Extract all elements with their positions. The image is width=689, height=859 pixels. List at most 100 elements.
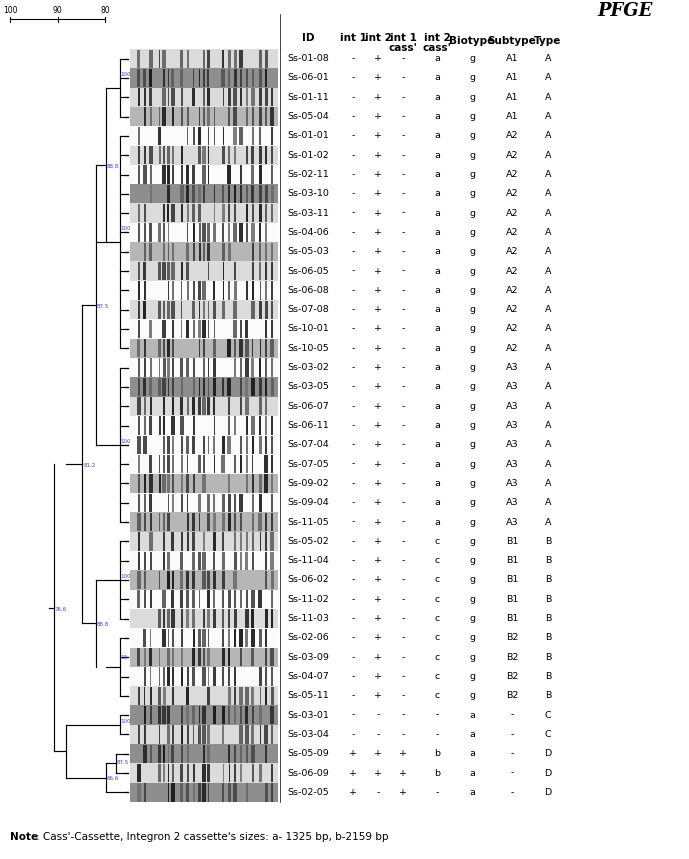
Bar <box>259 397 262 416</box>
Text: +: + <box>374 305 382 314</box>
Bar <box>245 397 249 416</box>
Bar <box>251 262 254 280</box>
Bar <box>222 725 225 744</box>
Bar <box>265 417 267 435</box>
Bar <box>208 262 209 280</box>
Bar <box>265 455 268 473</box>
Bar <box>187 397 189 416</box>
Bar <box>228 648 230 667</box>
Text: -: - <box>401 344 404 353</box>
Bar <box>181 455 183 473</box>
Text: Ss-05-04: Ss-05-04 <box>287 112 329 121</box>
Text: A: A <box>545 305 551 314</box>
Bar <box>143 69 146 87</box>
Bar <box>172 281 174 300</box>
Bar <box>130 648 278 667</box>
Text: g: g <box>469 363 475 372</box>
Bar <box>198 648 200 667</box>
Bar <box>203 88 205 107</box>
Text: Ss-04-06: Ss-04-06 <box>287 228 329 237</box>
Bar <box>207 609 209 628</box>
Bar <box>167 513 170 531</box>
Bar <box>138 378 140 396</box>
Bar <box>214 455 215 473</box>
Bar <box>130 69 278 88</box>
Text: Ss-06-07: Ss-06-07 <box>287 402 329 411</box>
Bar <box>240 725 243 744</box>
Bar <box>234 609 236 628</box>
Text: -: - <box>401 498 404 507</box>
Bar <box>222 513 225 531</box>
Bar <box>138 725 140 744</box>
Bar <box>240 494 243 512</box>
Bar <box>259 165 262 184</box>
Text: Ss-01-01: Ss-01-01 <box>287 131 329 140</box>
Text: c: c <box>434 614 440 623</box>
Bar <box>181 571 183 589</box>
Bar <box>251 474 254 492</box>
Text: Ss-01-02: Ss-01-02 <box>287 150 329 160</box>
Bar <box>130 628 278 648</box>
Bar <box>163 590 165 608</box>
Bar <box>193 764 195 783</box>
Text: -: - <box>401 594 404 604</box>
Text: A: A <box>545 382 551 392</box>
Bar <box>258 50 262 68</box>
Text: A2: A2 <box>506 170 518 179</box>
Bar <box>172 745 174 763</box>
Text: B1: B1 <box>506 594 518 604</box>
Bar <box>192 165 196 184</box>
Text: -: - <box>401 112 404 121</box>
Text: Ss-03-11: Ss-03-11 <box>287 209 329 217</box>
Bar <box>198 223 200 241</box>
Bar <box>221 69 225 87</box>
Text: a: a <box>434 247 440 256</box>
Text: +: + <box>374 286 382 295</box>
Bar <box>159 455 161 473</box>
Bar <box>258 764 262 783</box>
Text: Ss-02-06: Ss-02-06 <box>287 633 329 643</box>
Bar <box>186 320 189 338</box>
Bar <box>159 513 161 531</box>
Text: B2: B2 <box>506 672 518 681</box>
Text: +: + <box>374 228 382 237</box>
Bar <box>187 764 189 783</box>
Bar <box>181 745 183 763</box>
Text: A1: A1 <box>506 112 518 121</box>
Bar <box>172 242 174 261</box>
Text: g: g <box>469 614 475 623</box>
Bar <box>144 146 146 164</box>
Bar <box>251 127 254 145</box>
Bar <box>214 417 215 435</box>
Text: A3: A3 <box>506 441 518 449</box>
Text: Ss-11-05: Ss-11-05 <box>287 517 329 527</box>
Bar <box>192 551 195 570</box>
Text: B2: B2 <box>506 653 518 661</box>
Bar <box>130 744 278 764</box>
Bar <box>240 320 242 338</box>
Bar <box>138 533 140 551</box>
Text: B: B <box>545 653 551 661</box>
Bar <box>265 571 267 589</box>
Bar <box>163 320 165 338</box>
Bar <box>198 725 200 744</box>
Bar <box>181 358 183 377</box>
Text: A: A <box>545 421 551 430</box>
Text: -: - <box>401 441 404 449</box>
Bar <box>158 146 161 164</box>
Bar <box>227 378 231 396</box>
Bar <box>167 783 169 801</box>
Bar <box>260 725 261 744</box>
Text: -: - <box>401 286 404 295</box>
Bar <box>187 745 189 763</box>
Text: +: + <box>374 441 382 449</box>
Bar <box>163 455 165 473</box>
Text: -: - <box>511 749 514 758</box>
Text: g: g <box>469 286 475 295</box>
Bar <box>228 50 231 68</box>
Bar <box>246 590 247 608</box>
Bar <box>144 571 146 589</box>
Bar <box>240 686 243 705</box>
Text: Ss-10-05: Ss-10-05 <box>287 344 329 353</box>
Bar <box>181 397 183 416</box>
